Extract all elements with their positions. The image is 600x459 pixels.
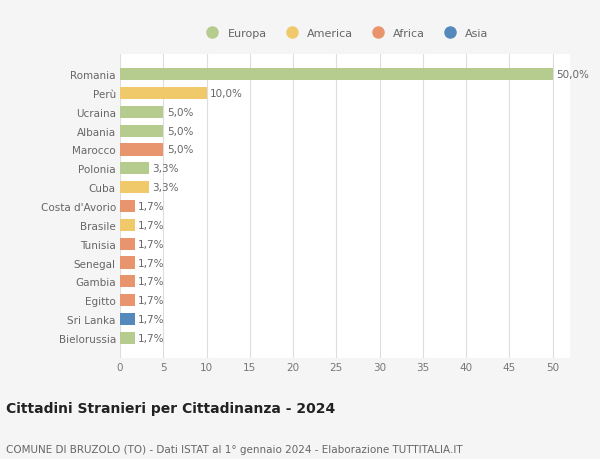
Bar	[120, 313, 135, 325]
Bar	[120, 125, 163, 137]
Legend: Europa, America, Africa, Asia: Europa, America, Africa, Asia	[197, 24, 493, 43]
Text: 5,0%: 5,0%	[167, 126, 193, 136]
Bar	[120, 201, 135, 213]
Bar	[120, 182, 149, 194]
Text: 1,7%: 1,7%	[138, 202, 164, 212]
Bar	[120, 238, 135, 250]
Text: 1,7%: 1,7%	[138, 314, 164, 325]
Text: 5,0%: 5,0%	[167, 145, 193, 155]
Bar	[120, 294, 135, 307]
Bar	[120, 69, 553, 81]
Bar	[120, 276, 135, 288]
Bar	[120, 144, 163, 156]
Bar	[120, 332, 135, 344]
Bar	[120, 163, 149, 175]
Bar	[120, 257, 135, 269]
Text: Cittadini Stranieri per Cittadinanza - 2024: Cittadini Stranieri per Cittadinanza - 2…	[6, 402, 335, 415]
Text: 1,7%: 1,7%	[138, 239, 164, 249]
Bar	[120, 219, 135, 231]
Text: 5,0%: 5,0%	[167, 107, 193, 118]
Text: 3,3%: 3,3%	[152, 164, 179, 174]
Text: 1,7%: 1,7%	[138, 220, 164, 230]
Bar	[120, 106, 163, 119]
Text: 1,7%: 1,7%	[138, 258, 164, 268]
Text: 3,3%: 3,3%	[152, 183, 179, 193]
Text: 50,0%: 50,0%	[556, 70, 589, 80]
Bar	[120, 88, 206, 100]
Text: 1,7%: 1,7%	[138, 277, 164, 287]
Text: 1,7%: 1,7%	[138, 296, 164, 306]
Text: 10,0%: 10,0%	[210, 89, 243, 99]
Text: COMUNE DI BRUZOLO (TO) - Dati ISTAT al 1° gennaio 2024 - Elaborazione TUTTITALIA: COMUNE DI BRUZOLO (TO) - Dati ISTAT al 1…	[6, 444, 463, 454]
Text: 1,7%: 1,7%	[138, 333, 164, 343]
